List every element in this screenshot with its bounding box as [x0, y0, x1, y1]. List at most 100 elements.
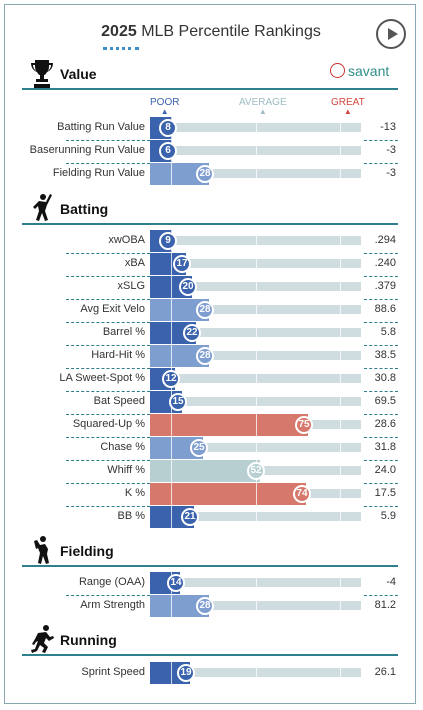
metric-label: LA Sweet-Spot % — [59, 372, 145, 384]
percentile-tick — [340, 414, 341, 436]
metric-label: Whiff % — [107, 464, 145, 476]
metric-row[interactable]: K % 74 17.5 — [22, 483, 398, 507]
percentile-tick — [171, 483, 172, 505]
percentile-tick — [340, 391, 341, 413]
metric-row[interactable]: Bat Speed 15 69.5 — [22, 391, 398, 415]
percentile-tick — [256, 345, 257, 367]
percentile-tick — [256, 117, 257, 139]
metric-row[interactable]: Hard-Hit % 28 38.5 — [22, 345, 398, 369]
metric-row[interactable]: Whiff % 52 24.0 — [22, 460, 398, 484]
metric-row[interactable]: Batting Run Value 8 -13 — [22, 117, 398, 141]
percentile-tick — [171, 322, 172, 344]
percentile-tick — [340, 483, 341, 505]
metric-row[interactable]: Chase % 25 31.8 — [22, 437, 398, 461]
section-divider — [22, 88, 398, 90]
percentile-tick — [256, 253, 257, 275]
percentile-tick — [256, 483, 257, 505]
header: 2025 MLB Percentile Rankings — [5, 23, 417, 50]
section-header-value: Value savant — [22, 58, 398, 90]
metric-value: 5.8 — [380, 326, 396, 338]
percentile-tick — [340, 662, 341, 684]
percentile-bar — [150, 437, 203, 459]
percentile-tick — [340, 163, 341, 185]
row-separator-right — [364, 276, 398, 277]
row-separator-right — [364, 483, 398, 484]
percentile-tick — [340, 322, 341, 344]
percentile-tick — [256, 414, 257, 436]
metric-value: -4 — [386, 576, 396, 588]
row-separator-left — [66, 253, 150, 254]
row-separator-right — [364, 460, 398, 461]
percentile-badge: 28 — [196, 301, 214, 319]
metric-row[interactable]: xSLG 20 .379 — [22, 276, 398, 300]
metric-label: BB % — [117, 510, 145, 522]
savant-logo[interactable]: savant — [330, 63, 389, 79]
metric-value: .240 — [374, 257, 396, 269]
metric-value: 31.8 — [374, 441, 396, 453]
percentile-badge: 8 — [159, 119, 177, 137]
percentile-track — [150, 146, 361, 155]
metric-value: 28.6 — [374, 418, 396, 430]
metric-row[interactable]: xwOBA 9 .294 — [22, 230, 398, 254]
percentile-bar — [150, 163, 209, 185]
title-text: MLB Percentile Rankings — [141, 23, 321, 40]
percentile-bar — [150, 299, 209, 321]
percentile-bar — [150, 414, 308, 436]
percentile-badge: 19 — [177, 664, 195, 682]
metric-label: Hard-Hit % — [91, 349, 145, 361]
percentile-badge: 74 — [293, 485, 311, 503]
metric-value: 30.8 — [374, 372, 396, 384]
row-separator-left — [66, 460, 150, 461]
percentile-tick — [256, 322, 257, 344]
percentile-tick — [171, 345, 172, 367]
metric-row[interactable]: xBA 17 .240 — [22, 253, 398, 277]
percentile-badge: 28 — [196, 165, 214, 183]
metric-row[interactable]: BB % 21 5.9 — [22, 506, 398, 528]
percentile-tick — [171, 414, 172, 436]
percentile-track — [150, 374, 361, 383]
percentile-track — [150, 236, 361, 245]
metric-row[interactable]: Barrel % 22 5.8 — [22, 322, 398, 346]
metric-value: 26.1 — [374, 666, 396, 678]
percentile-bar — [150, 460, 260, 482]
percentile-tick — [340, 572, 341, 594]
percentile-bar — [150, 483, 306, 505]
row-separator-right — [364, 140, 398, 141]
runner-icon — [30, 624, 54, 654]
percentile-track — [150, 668, 361, 677]
metric-row[interactable]: Arm Strength 28 81.2 — [22, 595, 398, 617]
percentile-track — [150, 443, 361, 452]
metric-label: xBA — [124, 257, 145, 269]
metric-value: -3 — [386, 144, 396, 156]
percentile-tick — [340, 595, 341, 617]
metric-row[interactable]: Sprint Speed 19 26.1 — [22, 662, 398, 684]
metric-label: Chase % — [100, 441, 145, 453]
percentile-badge: 22 — [183, 324, 201, 342]
trophy-icon — [30, 58, 54, 88]
percentile-tick — [171, 437, 172, 459]
percentile-tick — [340, 230, 341, 252]
metric-row[interactable]: Fielding Run Value 28 -3 — [22, 163, 398, 185]
metric-label: Barrel % — [102, 326, 145, 338]
percentile-tick — [171, 276, 172, 298]
metric-label: Fielding Run Value — [52, 167, 145, 179]
percentile-track — [150, 282, 361, 291]
percentile-tick — [340, 345, 341, 367]
section-title-value: Value — [60, 66, 97, 82]
section-divider — [22, 654, 398, 656]
metric-row[interactable]: Baserunning Run Value 6 -3 — [22, 140, 398, 164]
metric-row[interactable]: Avg Exit Velo 28 88.6 — [22, 299, 398, 323]
row-separator-left — [66, 368, 150, 369]
percentile-track — [150, 259, 361, 268]
metric-row[interactable]: LA Sweet-Spot % 12 30.8 — [22, 368, 398, 392]
metric-row[interactable]: Squared-Up % 75 28.6 — [22, 414, 398, 438]
metric-value: 17.5 — [374, 487, 396, 499]
section-title-fielding: Fielding — [60, 543, 114, 559]
play-icon[interactable] — [376, 19, 406, 49]
row-separator-left — [66, 506, 150, 507]
percentile-track — [150, 351, 361, 360]
percentile-badge: 17 — [173, 255, 191, 273]
percentile-tick — [256, 595, 257, 617]
metric-row[interactable]: Range (OAA) 14 -4 — [22, 572, 398, 596]
metric-value: 5.9 — [380, 510, 396, 522]
